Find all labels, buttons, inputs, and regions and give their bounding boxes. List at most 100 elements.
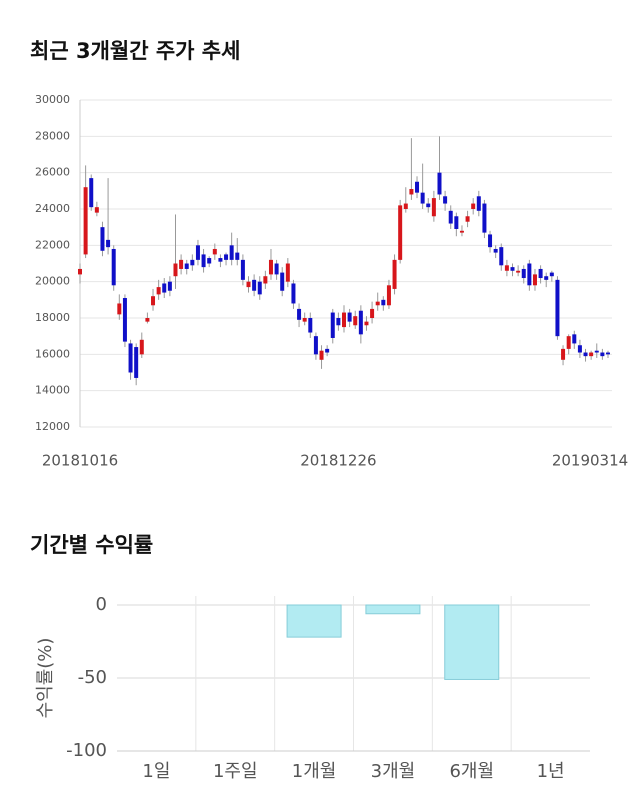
candle-body [201,254,206,268]
candle-body [151,296,156,306]
y-tick-label: 16000 [35,347,70,360]
y-tick-label: 14000 [35,384,70,397]
candle-body [488,234,493,248]
candle-body [94,207,99,213]
candle-body [167,281,172,291]
x-tick-label: 1개월 [292,761,337,782]
candle-body [549,272,554,277]
candle-body [297,308,302,320]
candle-body [386,285,391,306]
x-tick-label: 20181226 [300,452,376,470]
candle-body [134,347,139,378]
candle-body [431,198,436,217]
bar [286,604,342,638]
candle-body [173,263,178,277]
y-tick-label: -100 [66,740,107,761]
y-tick-label: 24000 [35,202,70,215]
x-tick-label: 20181016 [42,452,118,470]
candle-body [156,287,161,295]
candle-body [589,352,594,357]
candle-body [504,265,509,271]
candle-body [263,276,268,284]
candle-body [122,298,127,342]
candle-body [128,343,133,373]
candle-body [224,254,229,260]
candle-body [437,172,442,195]
candle-body [583,352,588,357]
y-tick-label: 20000 [35,275,70,288]
x-tick-label: 3개월 [371,761,416,782]
candle-body [353,316,358,326]
candle-body [100,227,105,251]
candle-body [347,312,352,322]
candle-body [572,334,577,344]
candle-body [538,268,543,279]
candle-body [454,216,459,229]
y-tick-label: 12000 [35,420,70,433]
candle-body [145,318,150,322]
candle-body [381,299,386,306]
candle-body [336,318,341,326]
candle-body [358,310,363,335]
candle-body [240,259,245,280]
x-tick-label: 1주일 [213,761,258,782]
candle-body [594,350,599,353]
candle-body [471,203,476,209]
candle-body [532,274,537,286]
candle-body [302,318,307,322]
candle-body [577,345,582,353]
x-tick-label: 1일 [142,761,170,782]
candle-body [257,281,262,295]
candle-body [246,281,251,288]
bar [444,604,500,680]
candle-body [179,259,184,269]
candle-body [162,283,167,293]
candle-body [403,203,408,209]
candle-body [566,336,571,349]
candle-body [117,303,122,315]
candle-body [482,203,487,233]
candle-body [544,276,549,280]
y-tick-label: 0 [96,594,107,615]
candle-body [426,203,431,208]
candle-body [398,205,403,260]
candle-body [319,350,324,360]
y-tick-label: 18000 [35,311,70,324]
candle-body [190,259,195,266]
candle-body [420,192,425,204]
candle-body [375,301,380,306]
candle-body [89,178,94,208]
y-tick-label: 22000 [35,238,70,251]
candle-body [78,268,82,275]
candle-body [330,312,335,338]
candle-body [274,263,279,275]
candle-body [83,187,88,255]
y-tick-label: 30000 [35,93,70,106]
candle-body [308,318,313,333]
y-axis-label: 수익률(%) [35,638,56,719]
candle-body [207,258,212,264]
candle-body [459,230,464,233]
candle-body [415,181,420,193]
candle-body [285,263,290,282]
candle-body [448,210,453,224]
x-tick-label: 20190314 [552,452,628,470]
candle-body [521,268,526,279]
candle-body [516,270,521,273]
candle-body [555,279,560,337]
candle-body [493,248,498,253]
candle-body [325,348,330,353]
y-tick-label: 26000 [35,166,70,179]
candle-body [364,321,369,326]
x-tick-label: 1년 [537,761,565,782]
bar [365,604,421,615]
candle-body [443,196,448,204]
candle-body [280,272,285,291]
candle-body [229,245,234,260]
candle-body [195,245,200,260]
candle-body [139,339,144,355]
y-tick-label: -50 [78,667,107,688]
candle-body [606,352,610,355]
chart-title: 기간별 수익률 [30,533,153,557]
